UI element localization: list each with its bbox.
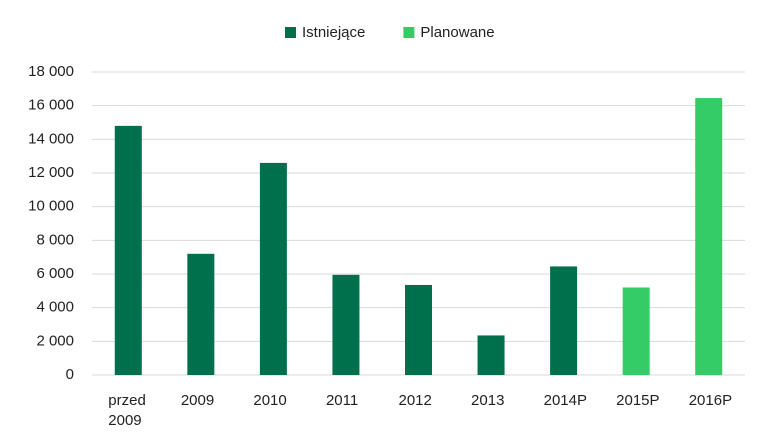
- bar: [695, 98, 723, 375]
- bar: [550, 266, 578, 375]
- y-tick-label: 8 000: [36, 231, 74, 248]
- y-tick-label: 18 000: [28, 63, 74, 80]
- bar: [259, 162, 287, 375]
- bar: [622, 287, 650, 375]
- x-tick-label: 2012: [398, 392, 432, 409]
- x-tick-label: 2010: [253, 392, 287, 409]
- y-tick-label: 2 000: [36, 332, 74, 349]
- y-tick-label: 14 000: [28, 130, 74, 147]
- x-tick-label: 2015P: [616, 392, 660, 409]
- x-tick-label: 2014P: [543, 392, 587, 409]
- y-tick-label: 10 000: [28, 198, 74, 215]
- y-tick-label: 6 000: [36, 265, 74, 282]
- bar: [114, 125, 142, 375]
- legend-swatch: [285, 27, 296, 38]
- legend-label: Istniejące: [302, 24, 365, 41]
- x-tick-label: 2009: [180, 392, 215, 409]
- y-tick-label: 16 000: [28, 97, 74, 114]
- bar: [187, 253, 215, 375]
- x-tick-label: 2013: [471, 392, 505, 409]
- bar: [405, 284, 432, 375]
- x-tick-label: 2016P: [688, 392, 733, 409]
- bar: [477, 335, 505, 375]
- y-tick-label: 0: [66, 366, 74, 383]
- legend-label: Planowane: [420, 24, 494, 41]
- x-tick-label: 2011: [325, 392, 359, 409]
- legend-swatch: [403, 27, 415, 38]
- y-tick-label: 12 000: [28, 164, 74, 181]
- x-tick-label: przed 2009: [108, 392, 146, 429]
- y-tick-label: 4 000: [36, 299, 74, 316]
- bar: [332, 274, 360, 375]
